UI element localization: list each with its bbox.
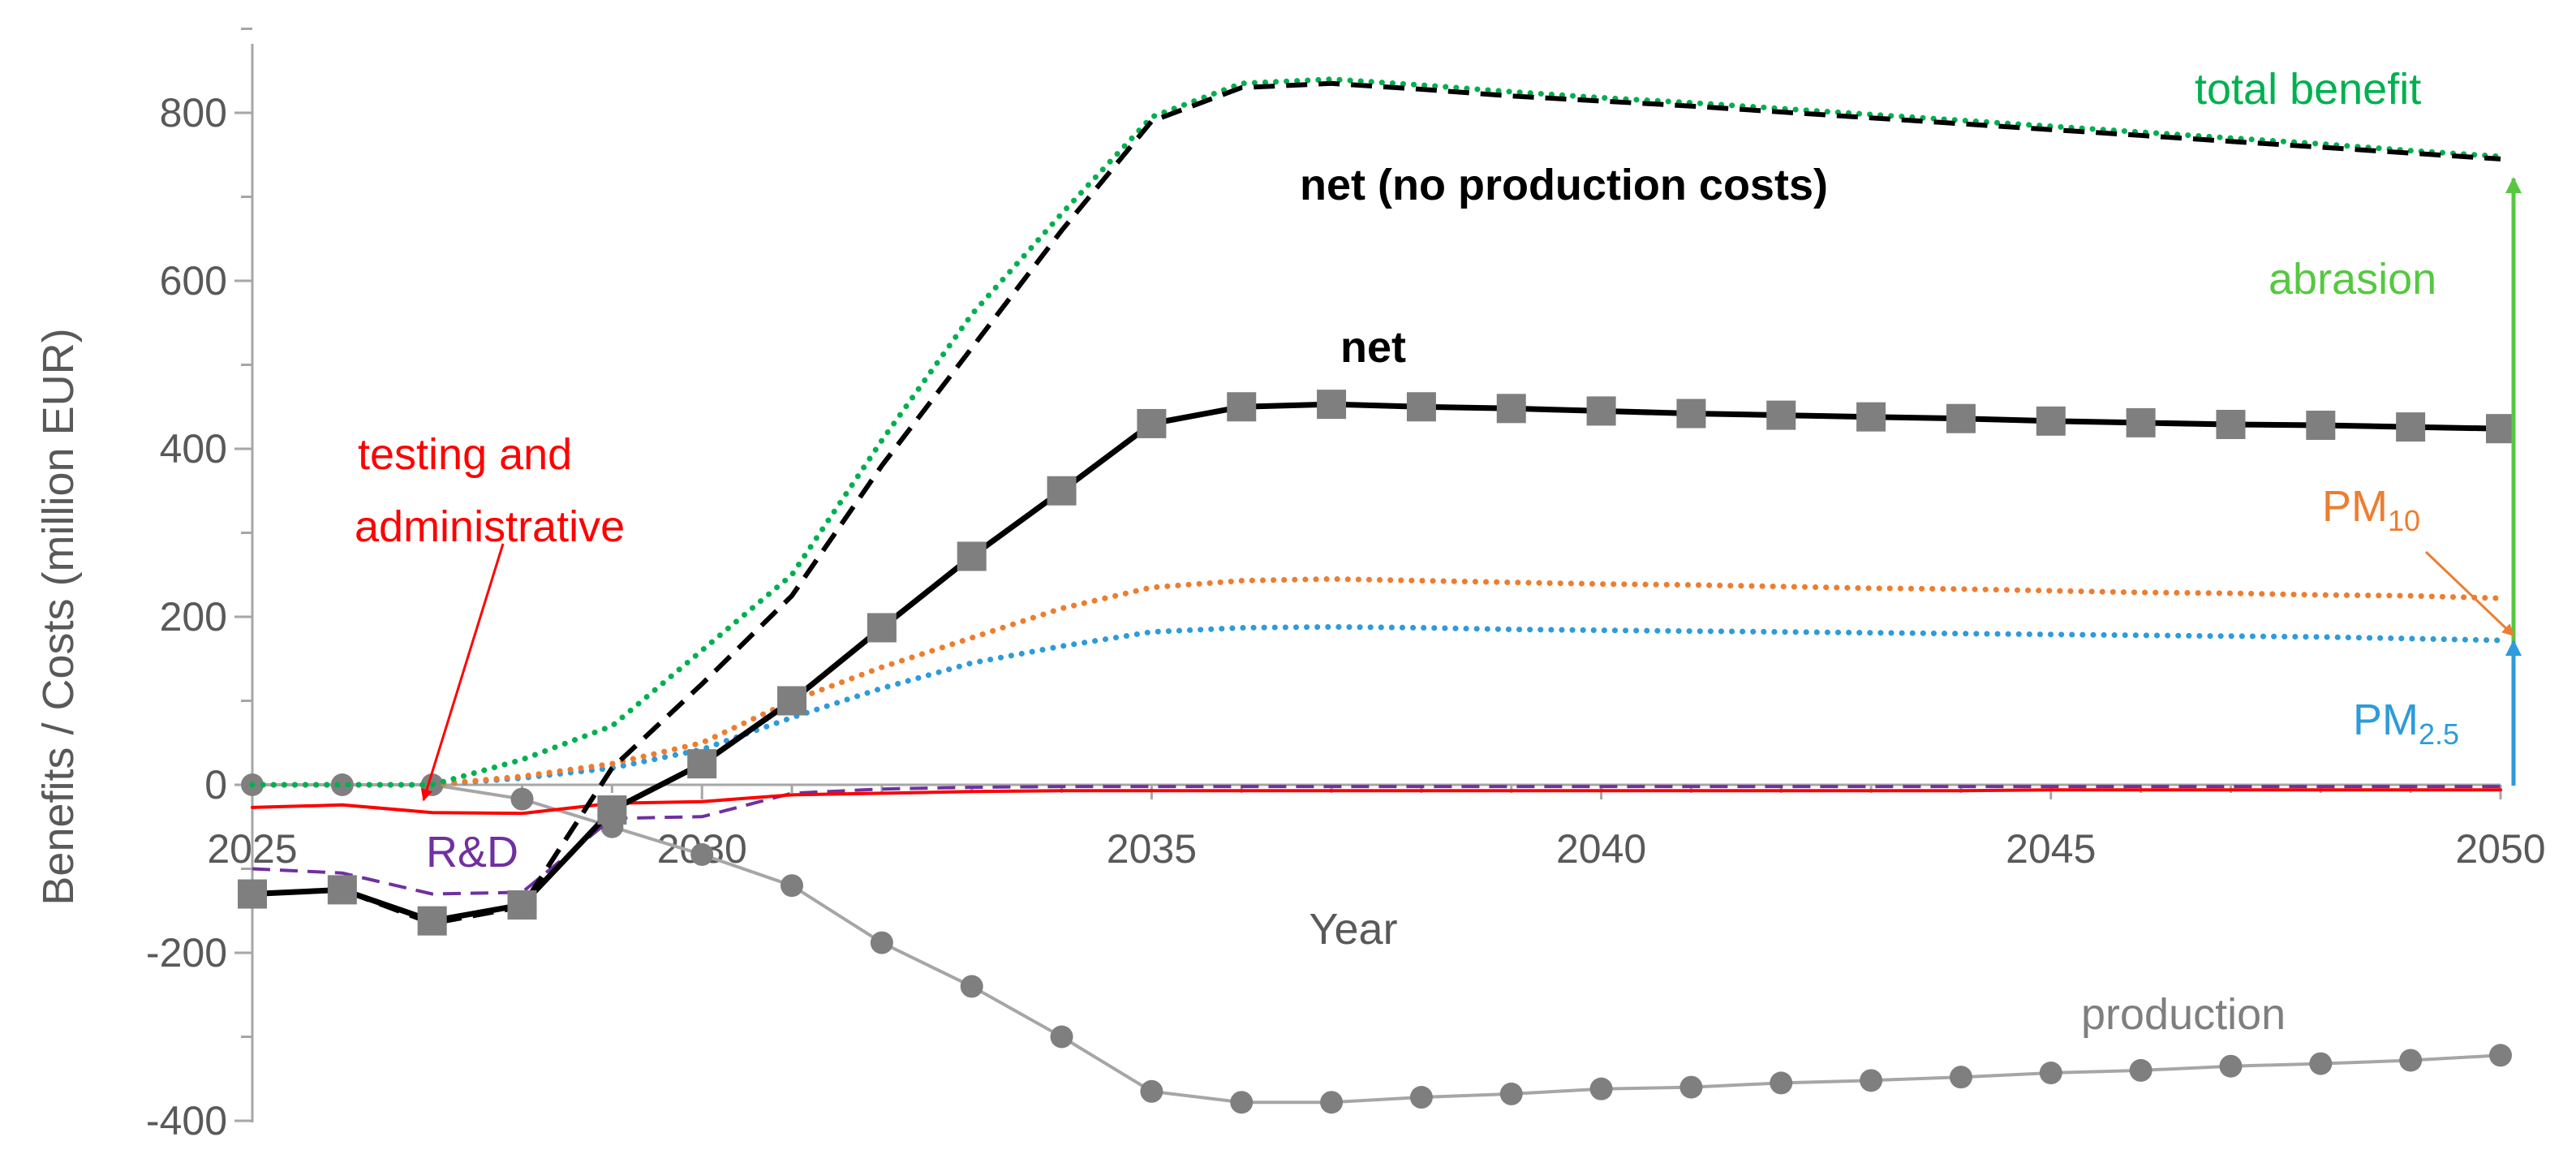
- production-circle-marker: [2399, 1049, 2423, 1072]
- net-square-marker: [687, 749, 717, 779]
- net-square-marker: [957, 541, 987, 571]
- rnd-label: R&D: [426, 828, 518, 877]
- production-circle-marker: [1589, 1077, 1613, 1101]
- y-axis-title: Benefits / Costs (million EUR): [34, 328, 83, 905]
- series-total-benefit: [249, 76, 2504, 788]
- series-net: [238, 390, 2515, 936]
- series-line-r-d: [252, 785, 2501, 896]
- series-production: [241, 773, 2512, 1114]
- pm25-label-base: PM: [2353, 696, 2419, 744]
- production-circle-marker: [2039, 1062, 2062, 1085]
- series-line-production: [251, 783, 2502, 1105]
- net-no-production-label: net (no production costs): [1300, 161, 1828, 209]
- testing-label-line2: administrative: [355, 502, 625, 551]
- y-tick-label: 0: [204, 762, 227, 808]
- pm10-label-sub: 10: [2388, 504, 2420, 537]
- production-circle-marker: [2129, 1058, 2152, 1082]
- x-axis-title: Year: [1309, 905, 1397, 954]
- net-square-marker: [2036, 406, 2066, 436]
- production-circle-marker: [870, 931, 893, 954]
- production-circle-marker: [960, 975, 983, 998]
- y-tick-label: 800: [160, 90, 227, 136]
- production-circle-marker: [1770, 1071, 1793, 1095]
- production-circle-marker: [1499, 1082, 1523, 1105]
- net-square-marker: [2216, 409, 2246, 439]
- series-net-no-production-costs: [252, 80, 2501, 926]
- production-circle-marker: [1949, 1066, 1972, 1089]
- y-tick-label: -400: [146, 1098, 227, 1144]
- net-square-marker: [1856, 402, 1886, 432]
- y-tick-label: 600: [160, 258, 227, 304]
- production-circle-marker: [1679, 1075, 1703, 1099]
- production-circle-marker: [330, 773, 354, 796]
- production-circle-marker: [2489, 1044, 2512, 1067]
- net-square-marker: [417, 906, 447, 936]
- production-circle-marker: [2219, 1054, 2243, 1078]
- x-tick-label: 2045: [2006, 826, 2096, 872]
- net-square-marker: [2396, 412, 2426, 442]
- testing-arrow: [420, 543, 505, 802]
- net-square-marker: [1946, 403, 1976, 433]
- net-square-marker: [1047, 476, 1077, 506]
- net-square-marker: [1676, 398, 1706, 429]
- production-circle-marker: [781, 874, 804, 898]
- net-square-marker: [597, 795, 627, 825]
- production-label: production: [2081, 990, 2286, 1039]
- abrasion-label: abrasion: [2269, 255, 2436, 304]
- y-tick-label: 400: [160, 426, 227, 472]
- net-square-marker: [238, 879, 267, 909]
- series-line-net-no-production-costs: [252, 80, 2501, 926]
- net-square-marker: [1766, 400, 1796, 430]
- x-tick-label: 2035: [1107, 826, 1197, 872]
- series-layer: [238, 76, 2515, 1114]
- net-square-marker: [777, 686, 807, 716]
- series-line-net: [249, 401, 2504, 924]
- x-tick-label: 2040: [1556, 826, 1646, 872]
- series-pm10: [249, 575, 2504, 788]
- production-circle-marker: [1050, 1025, 1073, 1049]
- pm10-arrow: [2424, 550, 2515, 637]
- series-line-total-benefit: [249, 76, 2504, 788]
- net-square-marker: [1406, 392, 1436, 422]
- axes: -400-20002004006008002025203020352040204…: [146, 28, 2546, 1144]
- production-circle-marker: [2309, 1052, 2333, 1075]
- production-circle-marker: [1409, 1086, 1433, 1109]
- annotation-layer: Year Benefits / Costs (million EUR) tota…: [34, 65, 2522, 1039]
- pm25-label: PM2.5: [2353, 696, 2459, 751]
- net-square-marker: [1137, 408, 1167, 438]
- production-circle-marker: [1140, 1079, 1163, 1103]
- net-square-marker: [1586, 396, 1616, 426]
- net-square-marker: [507, 890, 537, 920]
- series-pm2-5: [249, 623, 2504, 788]
- total-benefit-label: total benefit: [2195, 65, 2421, 114]
- net-square-marker: [2306, 411, 2336, 441]
- series-line-pm10: [249, 575, 2504, 788]
- net-square-marker: [867, 613, 897, 643]
- production-circle-marker: [510, 787, 534, 811]
- pm25-label-sub: 2.5: [2419, 717, 2459, 751]
- net-square-marker: [2486, 414, 2515, 444]
- net-label: net: [1340, 323, 1406, 372]
- net-square-marker: [2126, 407, 2156, 437]
- pm10-label: PM10: [2322, 482, 2420, 537]
- testing-label-line1: testing and: [358, 430, 572, 479]
- production-circle-marker: [690, 842, 714, 866]
- y-tick-label: -200: [146, 930, 227, 976]
- production-circle-marker: [1320, 1091, 1344, 1114]
- net-square-marker: [327, 875, 357, 905]
- production-circle-marker: [1230, 1091, 1254, 1114]
- net-square-marker: [1317, 390, 1347, 420]
- net-square-marker: [1227, 392, 1257, 422]
- y-tick-label: 200: [160, 594, 227, 640]
- net-square-marker: [1496, 394, 1526, 424]
- pm10-label-base: PM: [2322, 482, 2388, 531]
- x-tick-label: 2025: [207, 826, 297, 872]
- x-tick-label: 2050: [2455, 826, 2545, 872]
- production-circle-marker: [1860, 1069, 1883, 1092]
- series-line-pm2-5: [249, 623, 2504, 788]
- series-r-d: [252, 785, 2501, 896]
